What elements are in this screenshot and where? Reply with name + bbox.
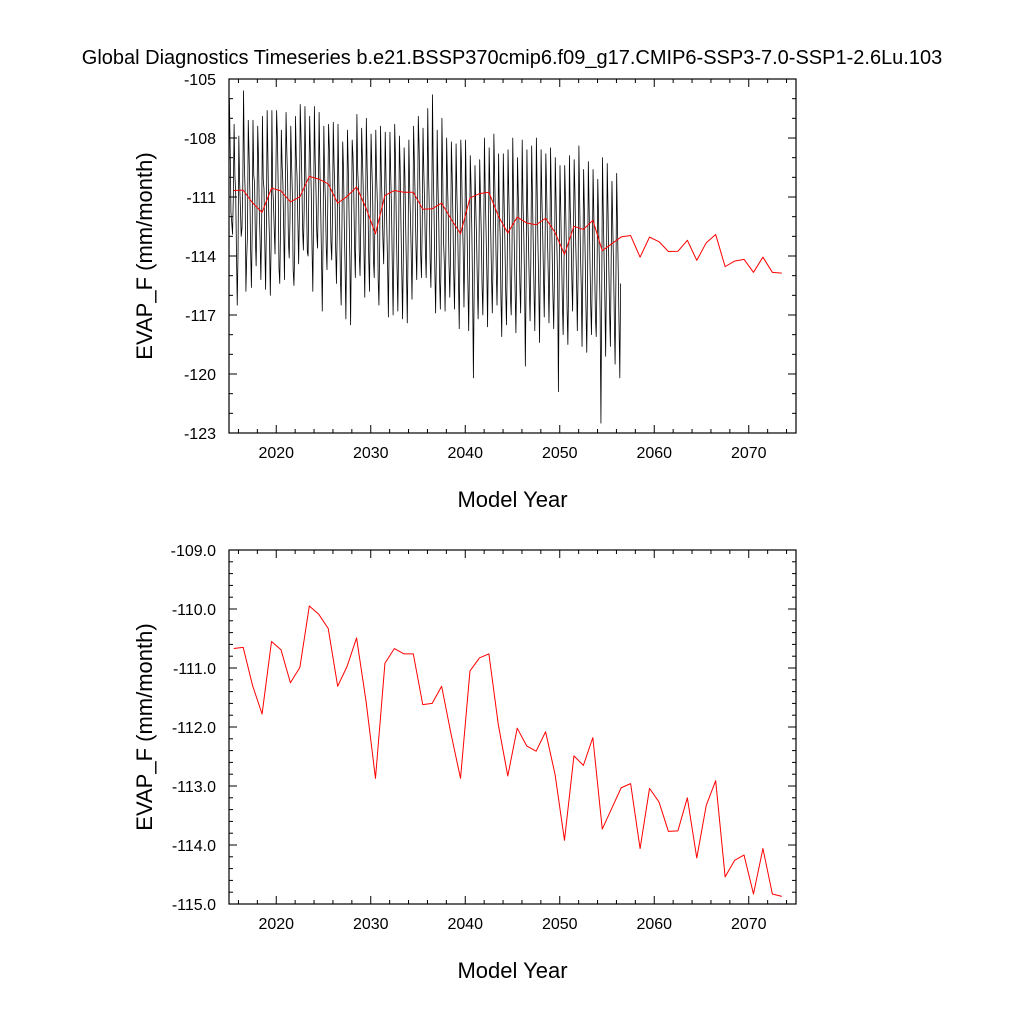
- x-tick-label: 2030: [353, 445, 389, 462]
- y-tick-label: -120: [184, 367, 216, 384]
- x-tick-label: 2060: [636, 445, 672, 462]
- y-tick-label: -109.0: [171, 543, 216, 560]
- y-tick-label: -113.0: [172, 779, 216, 796]
- plot-frame: [228, 549, 797, 905]
- x-tick-label: 2070: [731, 916, 767, 933]
- y-axis-title: EVAP_F (mm/month): [132, 623, 157, 830]
- y-axis-title: EVAP_F (mm/month): [132, 152, 157, 359]
- annual-mean-series-line: [233, 175, 782, 274]
- x-tick-label: 2040: [447, 916, 483, 933]
- y-tick-label: -114: [185, 249, 216, 266]
- x-tick-label: 2040: [447, 445, 483, 462]
- x-tick-label: 2050: [542, 445, 578, 462]
- bottom-panel: 2020 2030 2040 2050 2060 2070 -109.0 -110.0 -111…: [132, 543, 797, 983]
- x-tick-label: 2050: [542, 916, 578, 933]
- y-tick-label: -105: [184, 72, 216, 89]
- x-tick-label: 2070: [731, 445, 767, 462]
- annual-mean-series-line: [233, 605, 782, 897]
- x-tick-label: 2020: [258, 916, 294, 933]
- y-tick-label: -111.0: [173, 661, 216, 678]
- chart-title: Global Diagnostics Timeseries b.e21.BSSP…: [82, 47, 942, 69]
- y-tick-label: -112.0: [172, 720, 216, 737]
- x-axis-title: Model Year: [457, 958, 567, 983]
- monthly-series-line: [229, 90, 622, 424]
- y-tick-label: -111: [186, 190, 216, 207]
- x-tick-label: 2030: [353, 916, 389, 933]
- y-tick-label: -114.0: [172, 838, 216, 855]
- top-panel: 2020 2030 2040 2050 2060 2070 -105 -108 -111 -114…: [132, 72, 797, 512]
- y-tick-label: -115.0: [172, 897, 216, 914]
- x-tick-label: 2020: [258, 445, 294, 462]
- x-axis-title: Model Year: [457, 487, 567, 512]
- x-tick-label: 2060: [636, 916, 672, 933]
- y-tick-label: -108: [184, 131, 216, 148]
- y-tick-label: -117: [185, 308, 216, 325]
- y-tick-label: -110.0: [172, 602, 216, 619]
- y-tick-label: -123: [184, 426, 216, 443]
